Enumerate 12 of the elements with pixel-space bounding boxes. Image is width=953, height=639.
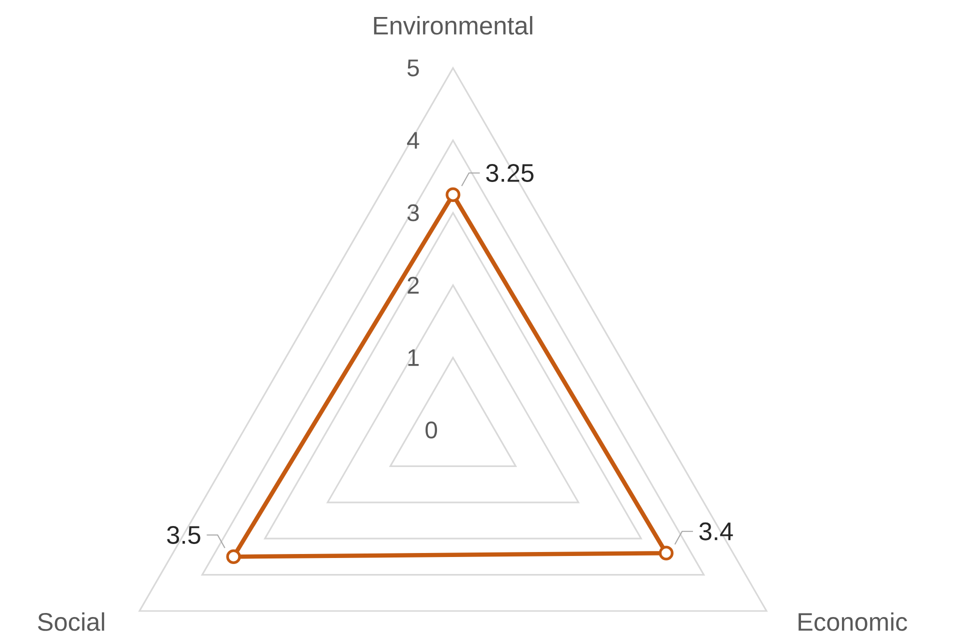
y-tick-label: 0 [426, 421, 438, 438]
data-label: 3.25 [486, 164, 534, 182]
y-tick-label: 4 [407, 132, 420, 149]
data-label: 3.5 [167, 526, 200, 544]
data-label: 3.4 [699, 522, 733, 540]
y-tick-label: 1 [408, 349, 419, 366]
spoke-label: Social [38, 612, 104, 631]
y-tick-label: 2 [408, 276, 419, 294]
spoke-label: Economic [798, 612, 908, 631]
y-tick-label: 5 [407, 60, 419, 76]
y-tick-label: 3 [407, 204, 419, 222]
spoke-label: Environmental [374, 16, 532, 35]
